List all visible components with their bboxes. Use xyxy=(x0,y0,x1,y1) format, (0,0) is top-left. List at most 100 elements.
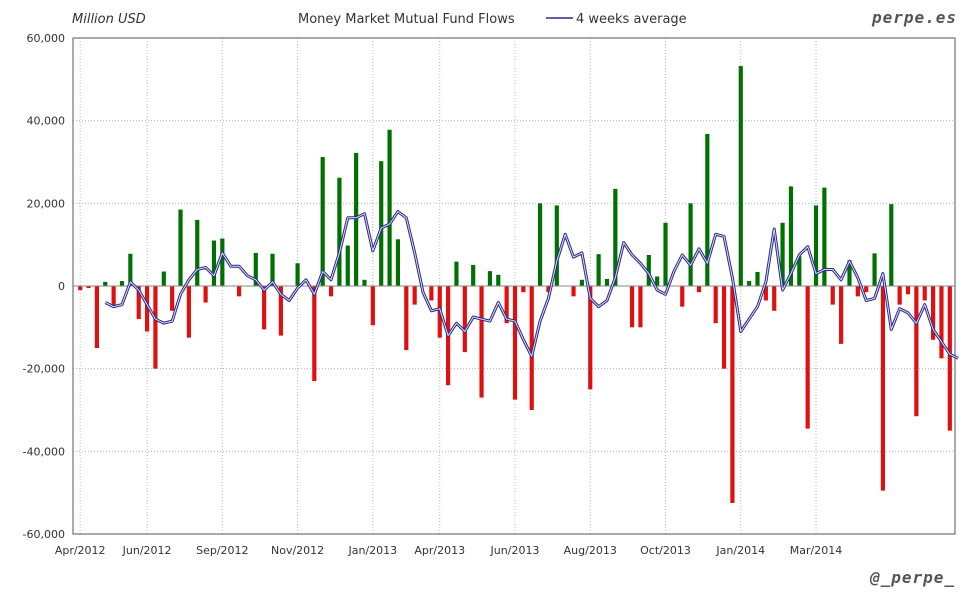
flow-bar xyxy=(404,286,409,351)
flow-bar xyxy=(328,286,334,297)
x-tick-label: Mar/2014 xyxy=(790,544,842,557)
x-tick-label: Sep/2012 xyxy=(196,544,248,557)
flow-bar xyxy=(220,238,225,286)
flow-bar xyxy=(345,245,350,286)
flow-bar xyxy=(529,286,534,410)
flow-bar xyxy=(161,271,166,286)
flow-bar xyxy=(855,286,860,297)
y-tick-label: -60,000 xyxy=(23,528,65,541)
weekly-flow-bars xyxy=(78,66,952,503)
flow-bar xyxy=(897,286,902,305)
flow-bar xyxy=(579,279,584,286)
flow-bar xyxy=(270,253,275,286)
flow-bar xyxy=(822,187,827,286)
flow-bar xyxy=(763,286,768,301)
flow-bar xyxy=(395,239,401,286)
flow-bar xyxy=(253,252,258,286)
flow-bar xyxy=(512,286,518,400)
flow-bar xyxy=(278,286,283,336)
legend-label: 4 weeks average xyxy=(576,12,687,27)
flow-bar xyxy=(872,253,877,286)
flow-bar xyxy=(211,240,217,286)
flow-bar xyxy=(471,264,476,286)
flow-bar xyxy=(262,286,267,330)
flow-bar xyxy=(646,255,651,286)
flow-bar xyxy=(504,286,509,324)
flow-bar xyxy=(947,286,952,431)
flow-bar xyxy=(680,286,685,307)
flow-bar xyxy=(136,286,141,320)
y-tick-label: 0 xyxy=(58,280,65,293)
x-tick-label: Jun/2012 xyxy=(122,544,172,557)
x-tick-label: Aug/2013 xyxy=(564,544,617,557)
flow-bar xyxy=(178,209,183,286)
flow-bar xyxy=(705,133,710,286)
flow-bar xyxy=(546,286,551,293)
x-tick-label: Nov/2012 xyxy=(271,544,324,557)
flow-bar xyxy=(864,286,869,293)
average-line-group xyxy=(104,210,959,360)
flow-bar xyxy=(479,286,484,398)
flow-bar xyxy=(362,279,367,286)
flow-bar xyxy=(103,281,108,286)
flow-bar xyxy=(119,281,125,286)
flow-bar xyxy=(153,286,158,369)
x-tick-label: Oct/2013 xyxy=(640,544,691,557)
flow-bar xyxy=(738,66,743,287)
y-tick-label: 60,000 xyxy=(27,32,66,45)
flow-bar xyxy=(604,278,610,286)
flow-bar xyxy=(839,286,844,344)
y-axis-unit-label: Million USD xyxy=(72,12,146,27)
flow-bar xyxy=(830,286,835,305)
x-tick-label: Jun/2013 xyxy=(490,544,540,557)
x-tick-label: Jan/2014 xyxy=(715,544,765,557)
flow-bar xyxy=(537,203,543,286)
x-tick-label: Apr/2012 xyxy=(55,544,106,557)
flow-bar xyxy=(788,186,794,286)
flow-bar xyxy=(914,286,919,417)
chart-title: Money Market Mutual Fund Flows xyxy=(298,12,515,27)
y-tick-label: -40,000 xyxy=(23,445,65,458)
flow-bar xyxy=(387,129,392,286)
flow-bar xyxy=(847,260,852,286)
flow-bar xyxy=(780,222,785,286)
flow-bar xyxy=(629,286,635,328)
flow-bar xyxy=(94,286,99,348)
flow-bar xyxy=(454,261,459,286)
flow-bar xyxy=(195,219,200,286)
y-tick-label: -20,000 xyxy=(23,363,65,376)
flow-bar xyxy=(78,286,83,291)
flow-bar xyxy=(730,286,735,503)
flow-bar xyxy=(521,286,526,293)
flow-bar xyxy=(655,276,660,286)
flow-bar xyxy=(170,286,175,311)
flow-bar xyxy=(596,254,601,286)
flow-bar xyxy=(663,222,668,286)
flow-bar xyxy=(721,286,727,369)
flow-bar xyxy=(905,286,911,295)
flow-bar xyxy=(613,188,618,286)
flow-bar xyxy=(880,286,886,491)
average-line-highlight xyxy=(105,211,959,359)
flow-bar xyxy=(772,286,777,311)
flow-bar xyxy=(487,271,493,286)
flow-bar xyxy=(144,286,150,332)
flow-bar xyxy=(412,286,417,305)
flow-bar xyxy=(429,286,434,301)
flow-bar xyxy=(379,161,384,286)
flow-bar xyxy=(370,286,375,326)
site-brand: perpe.es xyxy=(871,8,957,27)
x-axis-tick-labels: Apr/2012 Jun/2012 Sep/2012 Nov/2012 Jan/2013… xyxy=(55,544,842,557)
flow-bar xyxy=(295,263,300,286)
flow-bar xyxy=(889,204,894,286)
flow-bar xyxy=(312,286,317,382)
flow-bar xyxy=(203,286,208,303)
flow-bar xyxy=(797,256,802,286)
x-tick-label: Jan/2013 xyxy=(348,544,398,557)
y-tick-label: 20,000 xyxy=(27,197,66,210)
flow-bar xyxy=(638,286,643,328)
flow-bar xyxy=(922,286,927,301)
flow-bar xyxy=(588,286,593,390)
flow-bar xyxy=(111,286,116,307)
